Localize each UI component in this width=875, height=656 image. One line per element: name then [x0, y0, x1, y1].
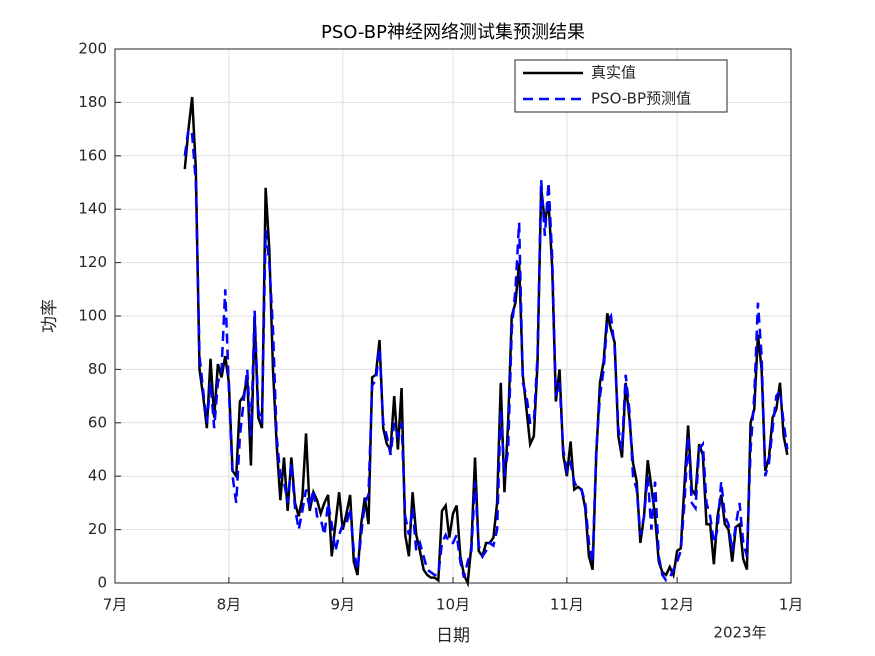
y-tick-label: 200: [78, 40, 107, 58]
x-tick-label: 10月: [436, 596, 470, 614]
x-secondary-label: 2023年: [713, 624, 766, 642]
lines: [183, 96, 789, 588]
legend: 真实值 PSO-BP预测值: [514, 59, 728, 113]
chart-title: PSO-BP神经网络测试集预测结果: [321, 22, 585, 43]
y-tick-label: 120: [78, 253, 107, 271]
y-tick-label: 40: [88, 467, 107, 485]
x-tick-label: 11月: [550, 596, 584, 614]
legend-box: [514, 59, 728, 113]
y-tick-label: 20: [88, 520, 107, 538]
legend-label: PSO-BP预测值: [591, 90, 691, 108]
y-tick-label: 140: [78, 200, 107, 218]
x-tick-label: 9月: [331, 596, 356, 614]
y-tick-label: 0: [97, 574, 107, 592]
y-tick-label: 180: [78, 93, 107, 111]
y-tick-label: 80: [88, 360, 107, 378]
y-tick-label: 60: [88, 413, 107, 431]
x-tick-label: 8月: [217, 596, 242, 614]
legend-label: 真实值: [591, 64, 636, 82]
y-tick-label: 160: [78, 146, 107, 164]
x-tick-label: 1月: [779, 596, 804, 614]
ticks: 0 20 40 60 80 100 120 140 160 180 200 7月 8月 9月 10月 11月 1…: [78, 40, 803, 614]
y-tick-label: 100: [78, 307, 107, 325]
x-tick-label: 7月: [103, 596, 128, 614]
x-tick-label: 12月: [660, 596, 694, 614]
x-axis-label: 日期: [436, 626, 470, 646]
y-axis-label: 功率: [40, 299, 60, 333]
series-line: [183, 125, 789, 583]
